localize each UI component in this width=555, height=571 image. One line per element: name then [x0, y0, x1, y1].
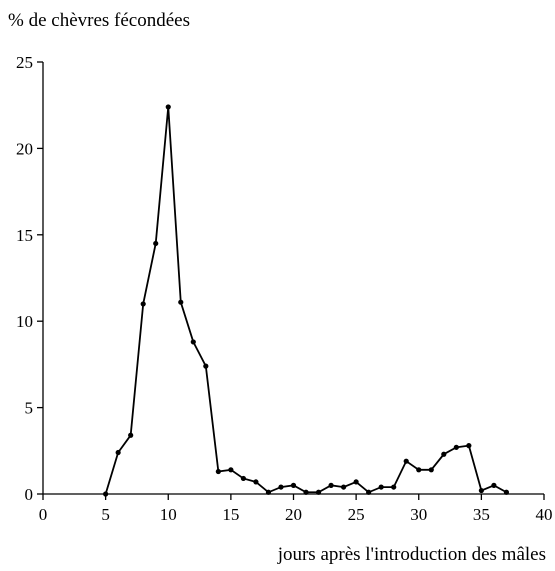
- x-tick-label: 25: [348, 505, 365, 524]
- data-point: [403, 458, 409, 464]
- data-point: [303, 489, 309, 495]
- data-point: [466, 443, 472, 449]
- data-point: [328, 482, 334, 488]
- data-point: [315, 489, 322, 495]
- data-point: [240, 475, 246, 482]
- x-tick-label: 10: [160, 505, 177, 524]
- data-point: [103, 491, 109, 497]
- data-point: [190, 339, 196, 345]
- data-point: [228, 467, 234, 473]
- data-point: [491, 482, 497, 488]
- data-point: [165, 104, 171, 110]
- data-line: [104, 106, 507, 495]
- data-point: [140, 301, 146, 307]
- y-tick-label: 20: [16, 139, 33, 158]
- data-point: [178, 299, 184, 305]
- data-point: [128, 432, 134, 438]
- data-point: [353, 479, 359, 485]
- data-point: [366, 489, 372, 495]
- data-point: [453, 444, 459, 450]
- y-tick-label: 10: [16, 312, 33, 331]
- data-point: [416, 467, 422, 473]
- data-point: [253, 479, 259, 485]
- data-point: [428, 467, 434, 473]
- x-tick-label: 35: [473, 505, 490, 524]
- y-tick-label: 5: [25, 399, 34, 418]
- data-point: [115, 449, 121, 456]
- y-tick-label: 15: [16, 226, 33, 245]
- x-tick-label: 5: [101, 505, 110, 524]
- chart-title: % de chèvres fécondées: [8, 10, 190, 31]
- y-tick-label: 0: [25, 485, 34, 504]
- data-point: [341, 484, 347, 490]
- data-point: [378, 484, 384, 490]
- data-point: [478, 487, 484, 494]
- data-point: [203, 363, 209, 369]
- data-point: [441, 451, 447, 457]
- x-tick-label: 15: [222, 505, 239, 524]
- data-point: [265, 489, 272, 495]
- x-tick-label: 0: [39, 505, 48, 524]
- y-tick-label: 25: [16, 53, 33, 72]
- data-point: [215, 468, 221, 475]
- data-point: [503, 489, 510, 495]
- data-point: [290, 482, 297, 488]
- x-axis-label: jours après l'introduction des mâles: [277, 544, 546, 565]
- x-tick-label: 30: [410, 505, 427, 524]
- x-tick-label: 20: [285, 505, 302, 524]
- x-tick-label: 40: [536, 505, 553, 524]
- data-point: [391, 484, 397, 490]
- data-point: [278, 484, 284, 490]
- data-point: [153, 240, 159, 247]
